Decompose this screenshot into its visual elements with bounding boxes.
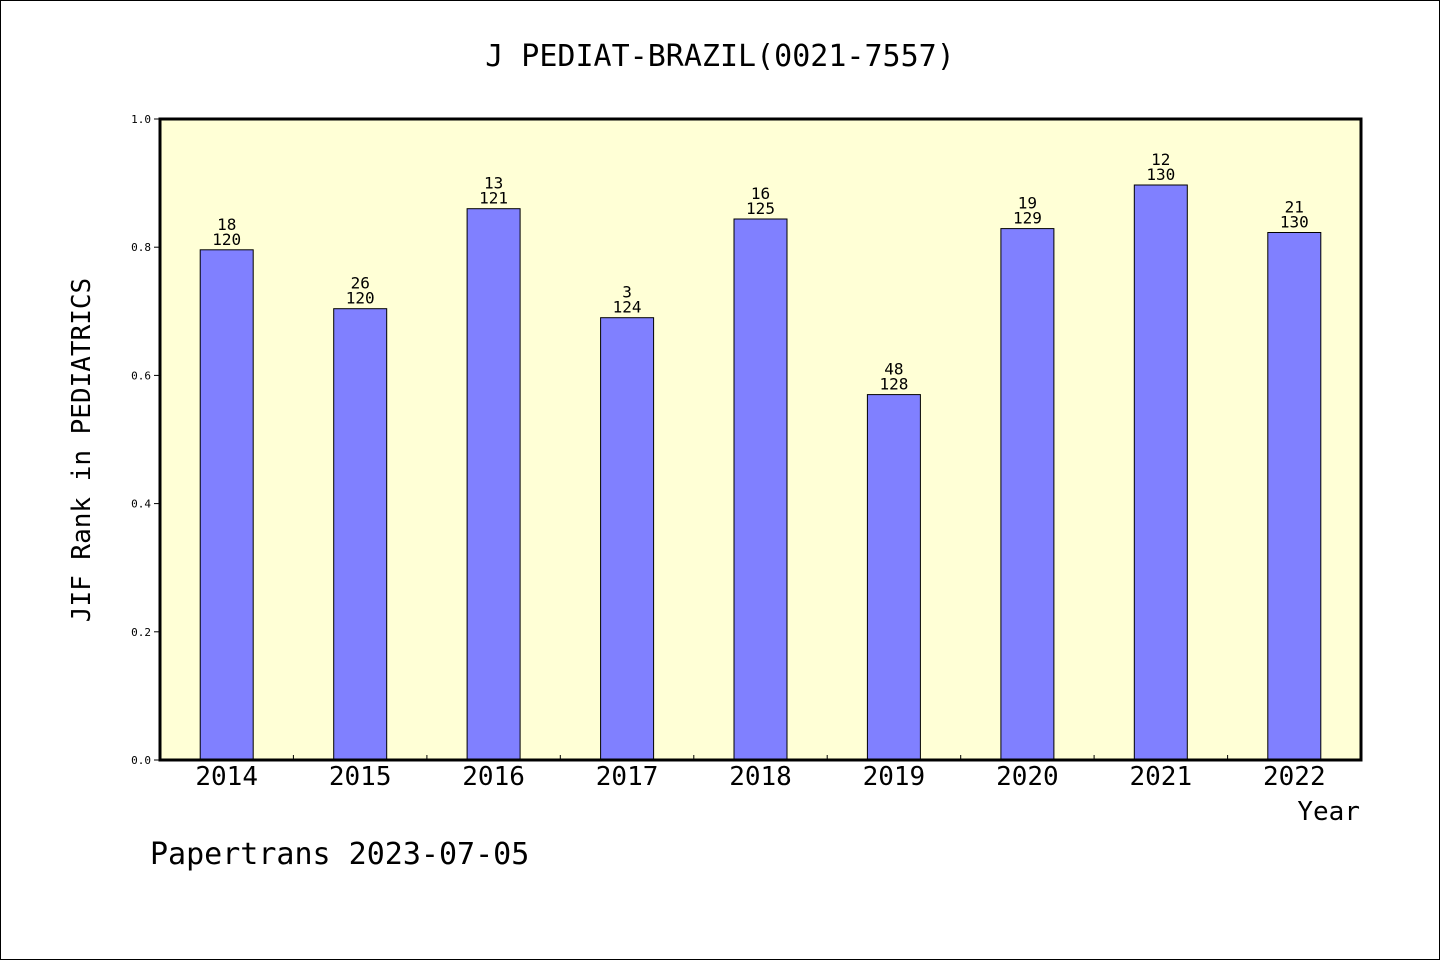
y-axis: 0.0 0.2 0.4 0.6 0.8 1.0 <box>131 113 160 767</box>
y-axis-label: JIF Rank in PEDIATRICS <box>67 278 97 622</box>
x-tick-label: 2016 <box>462 762 525 792</box>
x-tick-label: 2019 <box>863 762 926 792</box>
x-tick-label: 2015 <box>329 762 392 792</box>
y-tick-label: 0.2 <box>131 626 151 639</box>
bar-2021 <box>1133 184 1188 761</box>
bar-total-label: 125 <box>746 199 775 218</box>
bars-layer <box>199 184 1322 761</box>
x-tick-label: 2020 <box>996 762 1059 792</box>
bar-rank-label: 16 <box>751 184 770 203</box>
bar-total-label: 121 <box>479 189 508 208</box>
bar-2020 <box>1000 228 1055 761</box>
bar-total-label: 128 <box>879 375 908 394</box>
bar-total-label: 129 <box>1013 209 1042 228</box>
footer-credit: Papertrans 2023-07-05 <box>150 837 529 872</box>
bar-2022 <box>1267 232 1322 761</box>
bar-total-label: 120 <box>346 289 375 308</box>
bar-2019 <box>866 394 921 761</box>
x-tick-label: 2018 <box>729 762 792 792</box>
bar-labels-layer: 1812026120131213124161254812819129121302… <box>212 150 1309 394</box>
bar-total-label: 120 <box>212 230 241 249</box>
x-axis: 2014 2015 2016 2017 2018 2019 2020 2021 2022 <box>195 755 1326 792</box>
x-tick-label: 2021 <box>1129 762 1192 792</box>
chart-title: J PEDIAT-BRAZIL(0021-7557) <box>485 39 955 74</box>
bar-rank-label: 13 <box>484 174 503 193</box>
bar-rank-label: 12 <box>1151 150 1170 169</box>
y-tick-label: 1.0 <box>131 113 151 126</box>
bar-2017 <box>600 317 655 761</box>
bar-2018 <box>733 218 788 761</box>
x-tick-label: 2022 <box>1263 762 1326 792</box>
bar-rank-label: 19 <box>1018 194 1037 213</box>
bar-rank-label: 48 <box>884 360 903 379</box>
y-tick-label: 0.8 <box>131 241 151 254</box>
y-tick-label: 0.6 <box>131 369 151 382</box>
bar-2016 <box>466 208 521 761</box>
bar-rank-label: 18 <box>217 215 236 234</box>
bar-total-label: 130 <box>1280 213 1309 232</box>
bar-2015 <box>333 308 388 761</box>
x-tick-label: 2014 <box>195 762 258 792</box>
bar-2014 <box>199 249 254 761</box>
bar-rank-label: 3 <box>622 283 632 302</box>
x-axis-label: Year <box>1297 797 1360 827</box>
plot-border <box>158 117 1363 762</box>
y-tick-label: 0.4 <box>131 498 151 511</box>
bar-total-label: 124 <box>613 298 642 317</box>
y-tick-label: 0.0 <box>131 754 151 767</box>
bar-rank-label: 26 <box>351 274 370 293</box>
bar-rank-label: 21 <box>1285 198 1304 217</box>
bar-total-label: 130 <box>1146 165 1175 184</box>
x-tick-label: 2017 <box>596 762 659 792</box>
